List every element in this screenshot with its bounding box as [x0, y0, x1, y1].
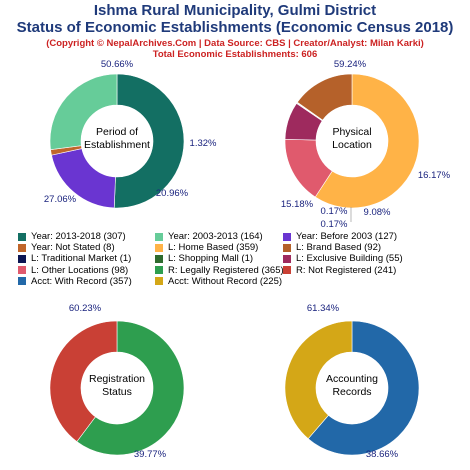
- accounting-slice-acct-without-record: [284, 320, 353, 440]
- legend-swatch: [155, 266, 163, 275]
- period-pct-label-year-not-stated: 1.32%: [190, 138, 217, 149]
- legend-label: Acct: Without Record (225): [168, 275, 283, 287]
- legend-label: Year: 2013-2018 (307): [31, 231, 126, 242]
- registration-donut-hole: [81, 352, 153, 424]
- registration-pct-label-r-not-registered: 39.77%: [134, 449, 167, 460]
- location-pct-label-l-brand-based: 15.18%: [281, 199, 314, 210]
- location-pct-label-l-home-based: 59.24%: [334, 59, 367, 70]
- legend-swatch: [18, 232, 26, 241]
- legend-item: Acct: With Record (357): [18, 276, 132, 287]
- period-center-label: Period of: [96, 126, 138, 138]
- location-pct-label-l-exclusive-building: 9.08%: [364, 207, 391, 218]
- legend-label: L: Other Locations (98): [31, 264, 129, 276]
- accounting-center-label: Accounting: [326, 373, 378, 385]
- copyright-note: (Copyright © NepalArchives.Com | Data So…: [46, 38, 424, 49]
- legend-swatch: [155, 277, 163, 286]
- location-pct-label-l-other-locations: 16.17%: [418, 170, 451, 181]
- period-pct-label-year-2013-2018: 50.66%: [101, 59, 134, 70]
- legend-item: L: Exclusive Building (55): [283, 253, 403, 264]
- period-pct-label-year-before-2003: 20.96%: [156, 188, 189, 199]
- legend-item: L: Brand Based (92): [283, 242, 381, 253]
- registration-center-label: Registration: [89, 373, 145, 385]
- period-pct-label-year-2003-2013: 27.06%: [44, 194, 77, 205]
- legend-swatch: [155, 243, 163, 252]
- legend-label: Year: Before 2003 (127): [296, 231, 398, 242]
- legend-label: L: Exclusive Building (55): [296, 253, 403, 265]
- location-center-label: Location: [332, 139, 372, 151]
- legend-label: L: Home Based (359): [168, 242, 259, 254]
- legend-label: Year: 2003-2013 (164): [168, 231, 263, 242]
- location-center-label: Physical: [332, 126, 371, 138]
- legend-item: Year: 2013-2018 (307): [18, 231, 126, 242]
- legend-item: Year: Before 2003 (127): [283, 231, 397, 242]
- location-pct-label-l-shopping-mall: 0.17%: [321, 206, 348, 217]
- legend-label: L: Brand Based (92): [296, 242, 382, 254]
- accounting-center-label: Records: [332, 386, 371, 398]
- legend-label: Year: Not Stated (8): [31, 242, 115, 254]
- legend-item: Acct: Without Record (225): [155, 276, 282, 287]
- legend-item: L: Home Based (359): [155, 242, 258, 253]
- period-center-label: Establishment: [84, 139, 150, 151]
- chart-subtitle: Status of Economic Establishments (Econo…: [16, 19, 454, 36]
- registration-center-label: Status: [102, 386, 132, 398]
- total-establishments: Total Economic Establishments: 606: [152, 49, 318, 60]
- accounting-donut-hole: [316, 352, 388, 424]
- legend-label: R: Not Registered (241): [296, 264, 397, 276]
- legend-item: L: Other Locations (98): [18, 265, 128, 276]
- legend-item: Year: Not Stated (8): [18, 242, 115, 253]
- registration-slice-r-legally-registered: [76, 320, 185, 456]
- legend-item: R: Not Registered (241): [283, 265, 396, 276]
- legend-swatch: [155, 254, 163, 263]
- legend-swatch: [283, 232, 291, 241]
- location-donut-hole: [316, 105, 388, 177]
- legend-label: Acct: With Record (357): [31, 275, 132, 287]
- accounting-pct-label-acct-without-record: 38.66%: [366, 449, 399, 460]
- registration-pct-label-r-legally-registered: 60.23%: [69, 303, 102, 314]
- legend-swatch: [18, 243, 26, 252]
- legend-swatch: [283, 243, 291, 252]
- legend-swatch: [18, 277, 26, 286]
- legend-swatch: [18, 266, 26, 275]
- legend-swatch: [283, 266, 291, 275]
- location-pct-label-l-traditional-market: 0.17%: [321, 219, 348, 230]
- accounting-pct-label-acct-with-record: 61.34%: [307, 303, 340, 314]
- legend-swatch: [155, 232, 163, 241]
- legend-item: L: Traditional Market (1): [18, 253, 131, 264]
- legend-label: R: Legally Registered (365): [168, 264, 284, 276]
- legend-swatch: [283, 254, 291, 263]
- legend-swatch: [18, 254, 26, 263]
- chart-title: Ishma Rural Municipality, Gulmi District: [93, 2, 377, 19]
- period-slice-year-2003-2013: [49, 73, 118, 150]
- legend-item: R: Legally Registered (365): [155, 265, 284, 276]
- legend-label: L: Traditional Market (1): [31, 253, 132, 265]
- legend-item: Year: 2003-2013 (164): [155, 231, 263, 242]
- legend-label: L: Shopping Mall (1): [168, 253, 254, 265]
- period-donut-hole: [81, 105, 153, 177]
- legend-item: L: Shopping Mall (1): [155, 253, 253, 264]
